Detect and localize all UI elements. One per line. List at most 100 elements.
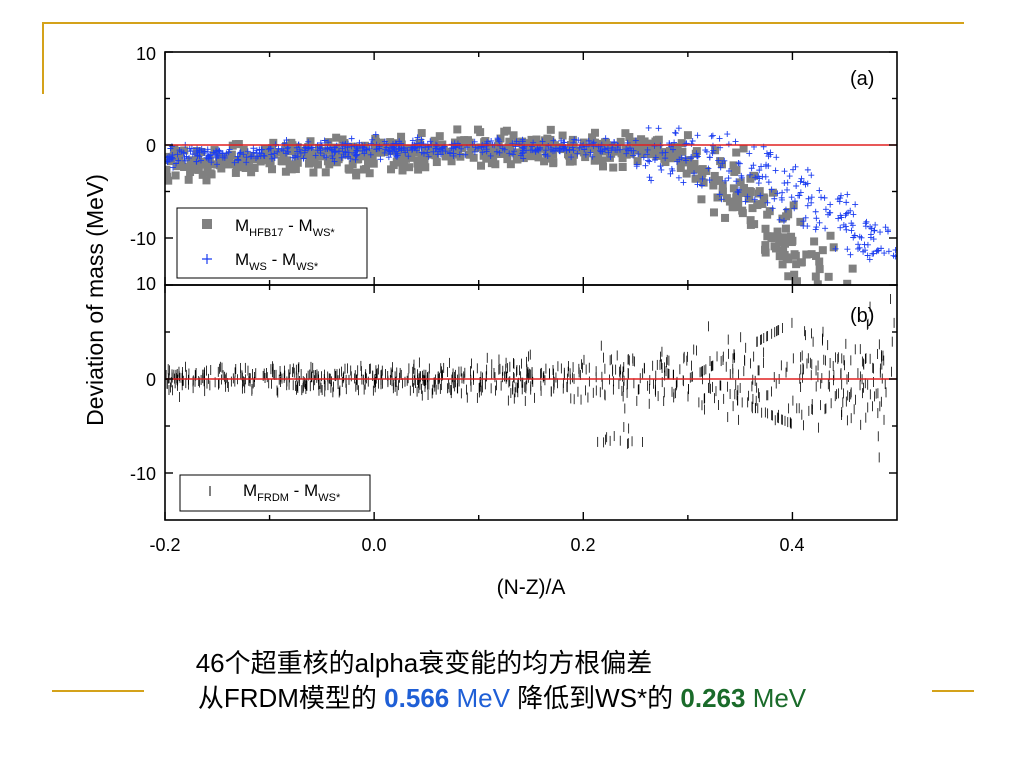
hfb17-point [332, 133, 341, 142]
ws-point [268, 151, 275, 158]
hfb17-point [579, 138, 588, 147]
ws-point [668, 165, 675, 172]
hfb17-point [829, 243, 838, 252]
hfb17-point [503, 155, 512, 164]
frdm-value: 0.566 [384, 683, 450, 713]
ws-point [331, 158, 338, 165]
ws-point [597, 147, 604, 154]
ws-point [773, 154, 780, 161]
ws-point [519, 147, 526, 154]
ws-point [231, 159, 238, 166]
hfb17-point [192, 165, 201, 174]
ws-point [506, 150, 513, 157]
ws-point [283, 137, 290, 144]
hfb17-point [676, 163, 685, 172]
hfb17-point [441, 152, 450, 161]
ws-point [325, 139, 332, 146]
ws-point [194, 145, 201, 152]
hfb17-point [739, 144, 748, 153]
hfb17-point [482, 154, 491, 163]
ws-point [662, 149, 669, 156]
ws-point [716, 191, 723, 198]
hfb17-point [531, 143, 540, 152]
ws-point [750, 162, 757, 169]
ws-point [742, 198, 749, 205]
hfb17-point [532, 135, 541, 144]
hfb17-point [732, 166, 741, 175]
ws-point [802, 181, 809, 188]
hfb17-point [626, 137, 635, 146]
ws-point [420, 150, 427, 157]
hfb17-point [369, 159, 378, 168]
hfb17-point [352, 168, 361, 177]
ws-point [213, 161, 220, 168]
ws-point [561, 146, 568, 153]
ws-point [848, 220, 855, 227]
ws-point [705, 165, 712, 172]
ws-point [772, 167, 779, 174]
x-tick-label-3: 0.2 [570, 535, 595, 555]
top-rule [42, 22, 964, 24]
ws-point [836, 198, 843, 205]
ws-point [375, 145, 382, 152]
ws-point [354, 151, 361, 158]
ws-point [827, 201, 834, 208]
hfb17-point [546, 125, 555, 134]
ws-point [844, 191, 851, 198]
hfb17-point [450, 144, 459, 153]
panel-a-label: (a) [850, 68, 874, 90]
ws-point [253, 147, 260, 154]
hfb17-point [638, 149, 647, 158]
hfb17-point [765, 207, 774, 216]
ws-point [680, 179, 687, 186]
ws-point [450, 150, 457, 157]
hfb17-point [500, 127, 509, 136]
ws-point [602, 135, 609, 142]
ws-point [642, 162, 649, 169]
hfb17-point [666, 154, 675, 163]
hfb17-point [746, 220, 755, 229]
ws-point [721, 157, 728, 164]
ws-point [793, 182, 800, 189]
ws-point [786, 173, 793, 180]
hfb17-point [414, 165, 423, 174]
hfb17-point [380, 148, 389, 157]
ws-point [881, 250, 888, 257]
hfb17-point [616, 137, 625, 146]
ws-point [848, 227, 855, 234]
ws-point [885, 228, 892, 235]
ws-point [822, 225, 829, 232]
hfb17-point [787, 232, 796, 241]
hfb17-point [343, 150, 352, 159]
hfb17-point [371, 134, 380, 143]
ws-point [835, 215, 842, 222]
ws-point [488, 137, 495, 144]
hfb17-point [228, 159, 237, 168]
ws-point [672, 130, 679, 137]
hfb17-point [509, 131, 518, 140]
hfb17-point [542, 148, 551, 157]
ws-point [672, 129, 679, 136]
hfb17-point [198, 170, 207, 179]
ws-point [691, 170, 698, 177]
hfb17-point [736, 178, 745, 187]
ws-point [842, 223, 849, 230]
ws-point [427, 138, 434, 145]
hfb17-point [310, 155, 319, 164]
ws-point [744, 193, 751, 200]
hfb17-point [605, 153, 614, 162]
ws-point [381, 138, 388, 145]
ws-point [331, 149, 338, 156]
hfb17-point [420, 157, 429, 166]
ws-point [206, 152, 213, 159]
ws-point [735, 159, 742, 166]
ws-point [683, 157, 690, 164]
ws-point [752, 174, 759, 181]
hfb17-point [784, 272, 793, 281]
hfb17-point [325, 160, 334, 169]
ws-point [289, 154, 296, 161]
hfb17-point [796, 258, 805, 267]
ws-point [483, 146, 490, 153]
hfb17-point [710, 171, 719, 180]
ws-point [351, 151, 358, 158]
